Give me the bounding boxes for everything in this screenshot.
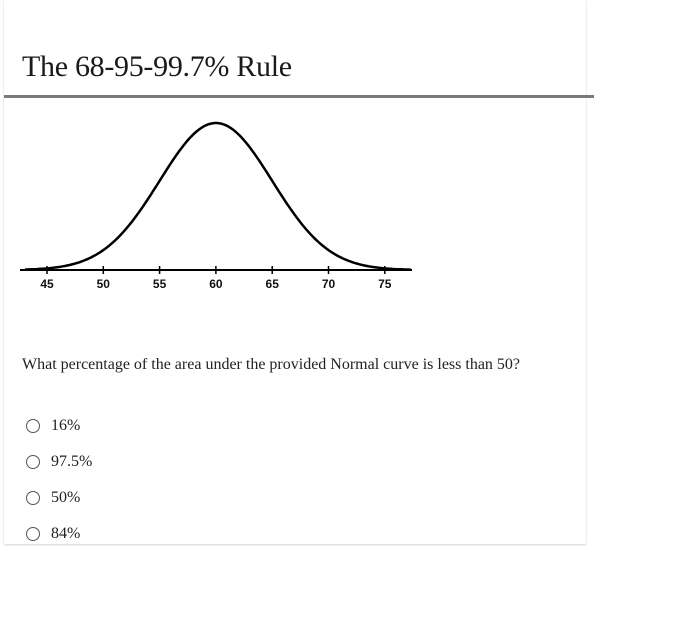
option-label: 84% xyxy=(51,525,81,542)
option-97-5[interactable]: 97.5% xyxy=(22,444,92,480)
normal-curve xyxy=(25,121,411,271)
tick-label: 65 xyxy=(266,277,280,291)
radio-button[interactable] xyxy=(26,419,40,433)
normal-curve-figure: 45 50 55 60 65 70 75 xyxy=(20,121,412,291)
option-label: 50% xyxy=(51,489,81,506)
tick-label: 70 xyxy=(322,277,336,291)
answer-options: 16% 97.5% 50% 84% xyxy=(22,408,92,552)
option-84[interactable]: 84% xyxy=(22,516,92,552)
radio-button[interactable] xyxy=(26,491,40,505)
radio-button[interactable] xyxy=(26,455,40,469)
option-50[interactable]: 50% xyxy=(22,480,92,516)
option-16[interactable]: 16% xyxy=(22,408,92,444)
tick-label: 45 xyxy=(40,277,54,291)
tick-label: 50 xyxy=(97,277,111,291)
page-title: The 68-95-99.7% Rule xyxy=(22,50,292,83)
option-label: 16% xyxy=(51,417,81,434)
radio-button[interactable] xyxy=(26,527,40,541)
question-text: What percentage of the area under the pr… xyxy=(22,356,521,373)
option-label: 97.5% xyxy=(51,453,93,470)
tick-label: 75 xyxy=(378,277,392,291)
title-divider xyxy=(4,95,594,98)
question-card xyxy=(4,0,586,544)
tick-group: 45 50 55 60 65 70 75 xyxy=(40,266,392,291)
tick-label: 60 xyxy=(209,277,223,291)
tick-label: 55 xyxy=(153,277,167,291)
